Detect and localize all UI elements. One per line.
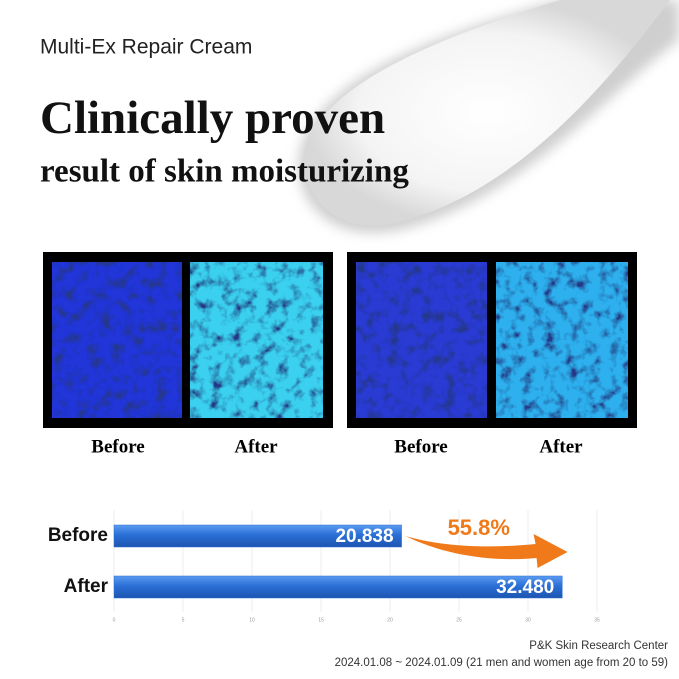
growth-arrow: [405, 534, 568, 568]
x-tick-label: 25: [456, 617, 462, 623]
category-label: Before: [48, 525, 108, 546]
panel-caption: Before: [91, 436, 144, 457]
value-label: 32.480: [496, 577, 554, 598]
panel-caption: After: [234, 436, 278, 457]
x-tick-label: 0: [113, 617, 116, 623]
product-name: Multi-Ex Repair Cream: [40, 36, 252, 59]
x-tick-label: 35: [594, 617, 600, 623]
growth-label: 55.8%: [448, 515, 510, 540]
x-tick-label: 10: [249, 617, 255, 623]
x-tick-label: 15: [318, 617, 324, 623]
source: P&K Skin Research Center: [529, 640, 668, 652]
bar: [113, 524, 402, 548]
panel-caption: After: [539, 436, 583, 457]
subheadline: result of skin moisturizing: [40, 154, 409, 190]
x-tick-label: 20: [387, 617, 393, 623]
x-tick-label: 5: [182, 617, 185, 623]
chart: 0 5 10 15 20 25 30 35 Before 20.838 After 32.480 55.…: [48, 510, 600, 623]
cream-image: [298, 0, 679, 233]
study-note: 2024.01.08 ~ 2024.01.09 (21 men and wome…: [335, 657, 669, 669]
headline: Clinically proven: [40, 92, 385, 144]
value-label: 20.838: [335, 526, 393, 547]
bar: [113, 575, 563, 599]
panel-caption: Before: [394, 436, 447, 457]
x-tick-label: 30: [525, 617, 531, 623]
image-panel: [43, 252, 333, 428]
image-panel: [347, 252, 637, 428]
category-label: After: [64, 576, 109, 597]
